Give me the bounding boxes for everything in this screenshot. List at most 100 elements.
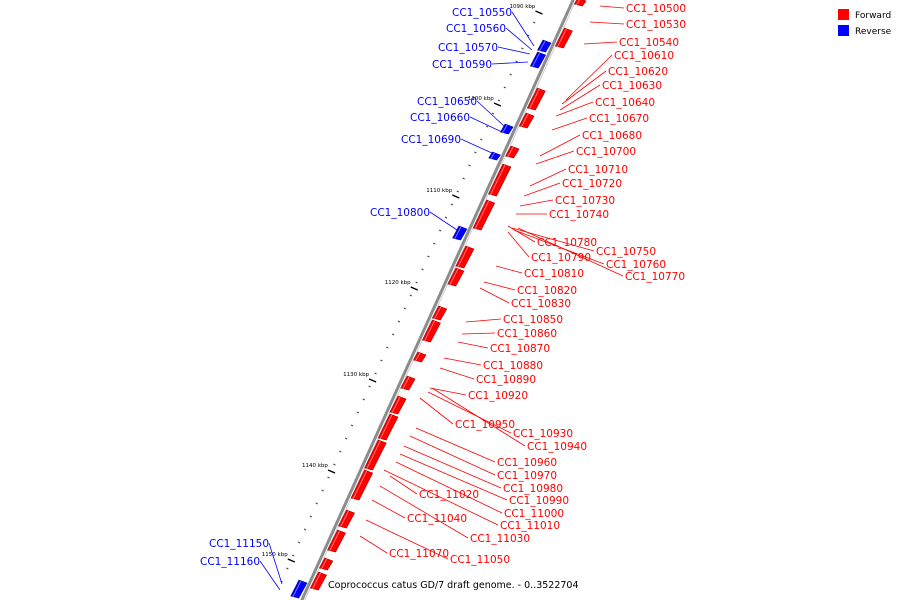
forward-gene-label: CC1_11010	[500, 520, 560, 532]
forward-label-leader	[483, 281, 516, 291]
gene-block-highlight	[490, 164, 506, 196]
scale-tick	[287, 558, 296, 563]
forward-gene-label: CC1_10670	[589, 113, 649, 125]
forward-gene-block	[573, 0, 587, 7]
forward-gene-block	[389, 395, 407, 415]
minor-tick	[485, 125, 489, 128]
minor-tick	[309, 515, 313, 518]
minor-tick	[421, 268, 424, 271]
forward-label-leader	[371, 499, 406, 519]
forward-label-leader	[359, 535, 388, 554]
forward-label-leader	[457, 341, 489, 349]
minor-tick	[509, 73, 512, 76]
minor-tick	[286, 567, 289, 570]
forward-gene-label: CC1_10540	[619, 37, 679, 49]
gene-block-highlight	[528, 88, 540, 110]
forward-gene-label: CC1_10760	[606, 259, 666, 271]
legend-reverse-label: Reverse	[855, 27, 892, 37]
forward-gene-label: CC1_11040	[407, 513, 467, 525]
forward-gene-label: CC1_10740	[549, 209, 609, 221]
minor-tick	[450, 203, 454, 206]
scale-tick-label: 1110 kbp	[426, 188, 452, 194]
minor-tick	[491, 112, 495, 115]
reverse-gene-label: CC1_10550	[452, 7, 512, 19]
forward-gene-block	[364, 439, 387, 471]
forward-label-leader	[565, 54, 613, 101]
forward-label-leader	[419, 397, 454, 425]
forward-label-leader	[507, 231, 530, 258]
forward-label-leader	[599, 5, 625, 9]
forward-label-leader	[427, 391, 512, 434]
forward-label-leader	[409, 435, 496, 476]
forward-gene-block	[319, 557, 334, 571]
forward-label-leader	[431, 387, 526, 447]
reverse-gene-block	[488, 151, 501, 161]
gene-block-highlight	[520, 113, 529, 128]
minor-tick	[427, 255, 430, 258]
scale-tick-label: 1140 kbp	[302, 463, 328, 469]
gene-block-highlight	[311, 572, 321, 590]
gene-block-highlight	[531, 52, 541, 68]
minor-tick	[474, 151, 477, 154]
minor-tick	[415, 281, 418, 284]
label-leader-lines	[259, 5, 625, 591]
gene-block-highlight	[539, 40, 546, 52]
reverse-gene-block	[452, 225, 468, 241]
forward-gene-label: CC1_10930	[513, 428, 573, 440]
reverse-gene-label: CC1_10660	[410, 112, 470, 124]
forward-gene-label: CC1_10970	[497, 470, 557, 482]
forward-gene-label: CC1_10720	[562, 178, 622, 190]
forward-gene-block	[422, 319, 441, 343]
forward-gene-label: CC1_10680	[582, 130, 642, 142]
forward-gene-block	[327, 529, 346, 553]
minor-scale-ticks	[280, 21, 536, 583]
forward-gene-label: CC1_10530	[626, 19, 686, 31]
forward-label-leader	[443, 357, 482, 366]
forward-label-leader	[399, 453, 508, 501]
reverse-gene-block	[529, 51, 547, 69]
gene-block-highlight	[391, 396, 401, 414]
gene-block-highlight	[329, 530, 340, 552]
forward-label-leader	[519, 199, 554, 207]
forward-label-leader	[559, 84, 601, 111]
minor-tick	[333, 463, 336, 466]
gene-block-highlight	[402, 376, 410, 390]
forward-label-leader	[403, 445, 502, 489]
forward-label-leader	[429, 387, 467, 396]
gene-features	[290, 0, 587, 599]
minor-tick	[292, 554, 295, 557]
scale-tick	[452, 194, 460, 199]
reverse-label-leader	[268, 542, 283, 585]
forward-label-leader	[495, 265, 523, 274]
reverse-gene-block	[290, 579, 308, 599]
gene-block-highlight	[474, 200, 490, 230]
minor-tick	[303, 528, 307, 531]
forward-gene-label: CC1_10860	[497, 328, 557, 340]
forward-gene-label: CC1_10710	[568, 164, 628, 176]
forward-gene-label: CC1_10750	[596, 246, 656, 258]
forward-gene-block	[309, 571, 327, 591]
minor-tick	[521, 47, 524, 50]
forward-gene-label: CC1_10890	[476, 374, 536, 386]
reverse-label-leader	[429, 211, 461, 233]
reverse-gene-label: CC1_10560	[446, 23, 506, 35]
forward-gene-label: CC1_10880	[483, 360, 543, 372]
forward-gene-label: CC1_11030	[470, 533, 530, 545]
minor-tick	[444, 216, 448, 219]
forward-label-leader	[379, 485, 469, 539]
forward-gene-label: CC1_10640	[595, 97, 655, 109]
forward-label-leader	[551, 117, 588, 131]
reverse-label-leader	[460, 138, 495, 155]
forward-gene-block	[472, 199, 496, 231]
reverse-gene-label: CC1_10650	[417, 96, 477, 108]
genome-backbone-shadow	[304, 0, 577, 600]
forward-gene-label: CC1_10810	[524, 268, 584, 280]
gene-block-highlight	[424, 320, 435, 342]
forward-gene-block	[455, 245, 475, 269]
forward-gene-block	[447, 267, 465, 287]
forward-gene-label: CC1_11050	[450, 554, 510, 566]
forward-gene-label: CC1_10790	[531, 252, 591, 264]
reverse-gene-label: CC1_10590	[432, 59, 492, 71]
legend-reverse-swatch	[838, 25, 849, 36]
forward-gene-label: CC1_10850	[503, 314, 563, 326]
